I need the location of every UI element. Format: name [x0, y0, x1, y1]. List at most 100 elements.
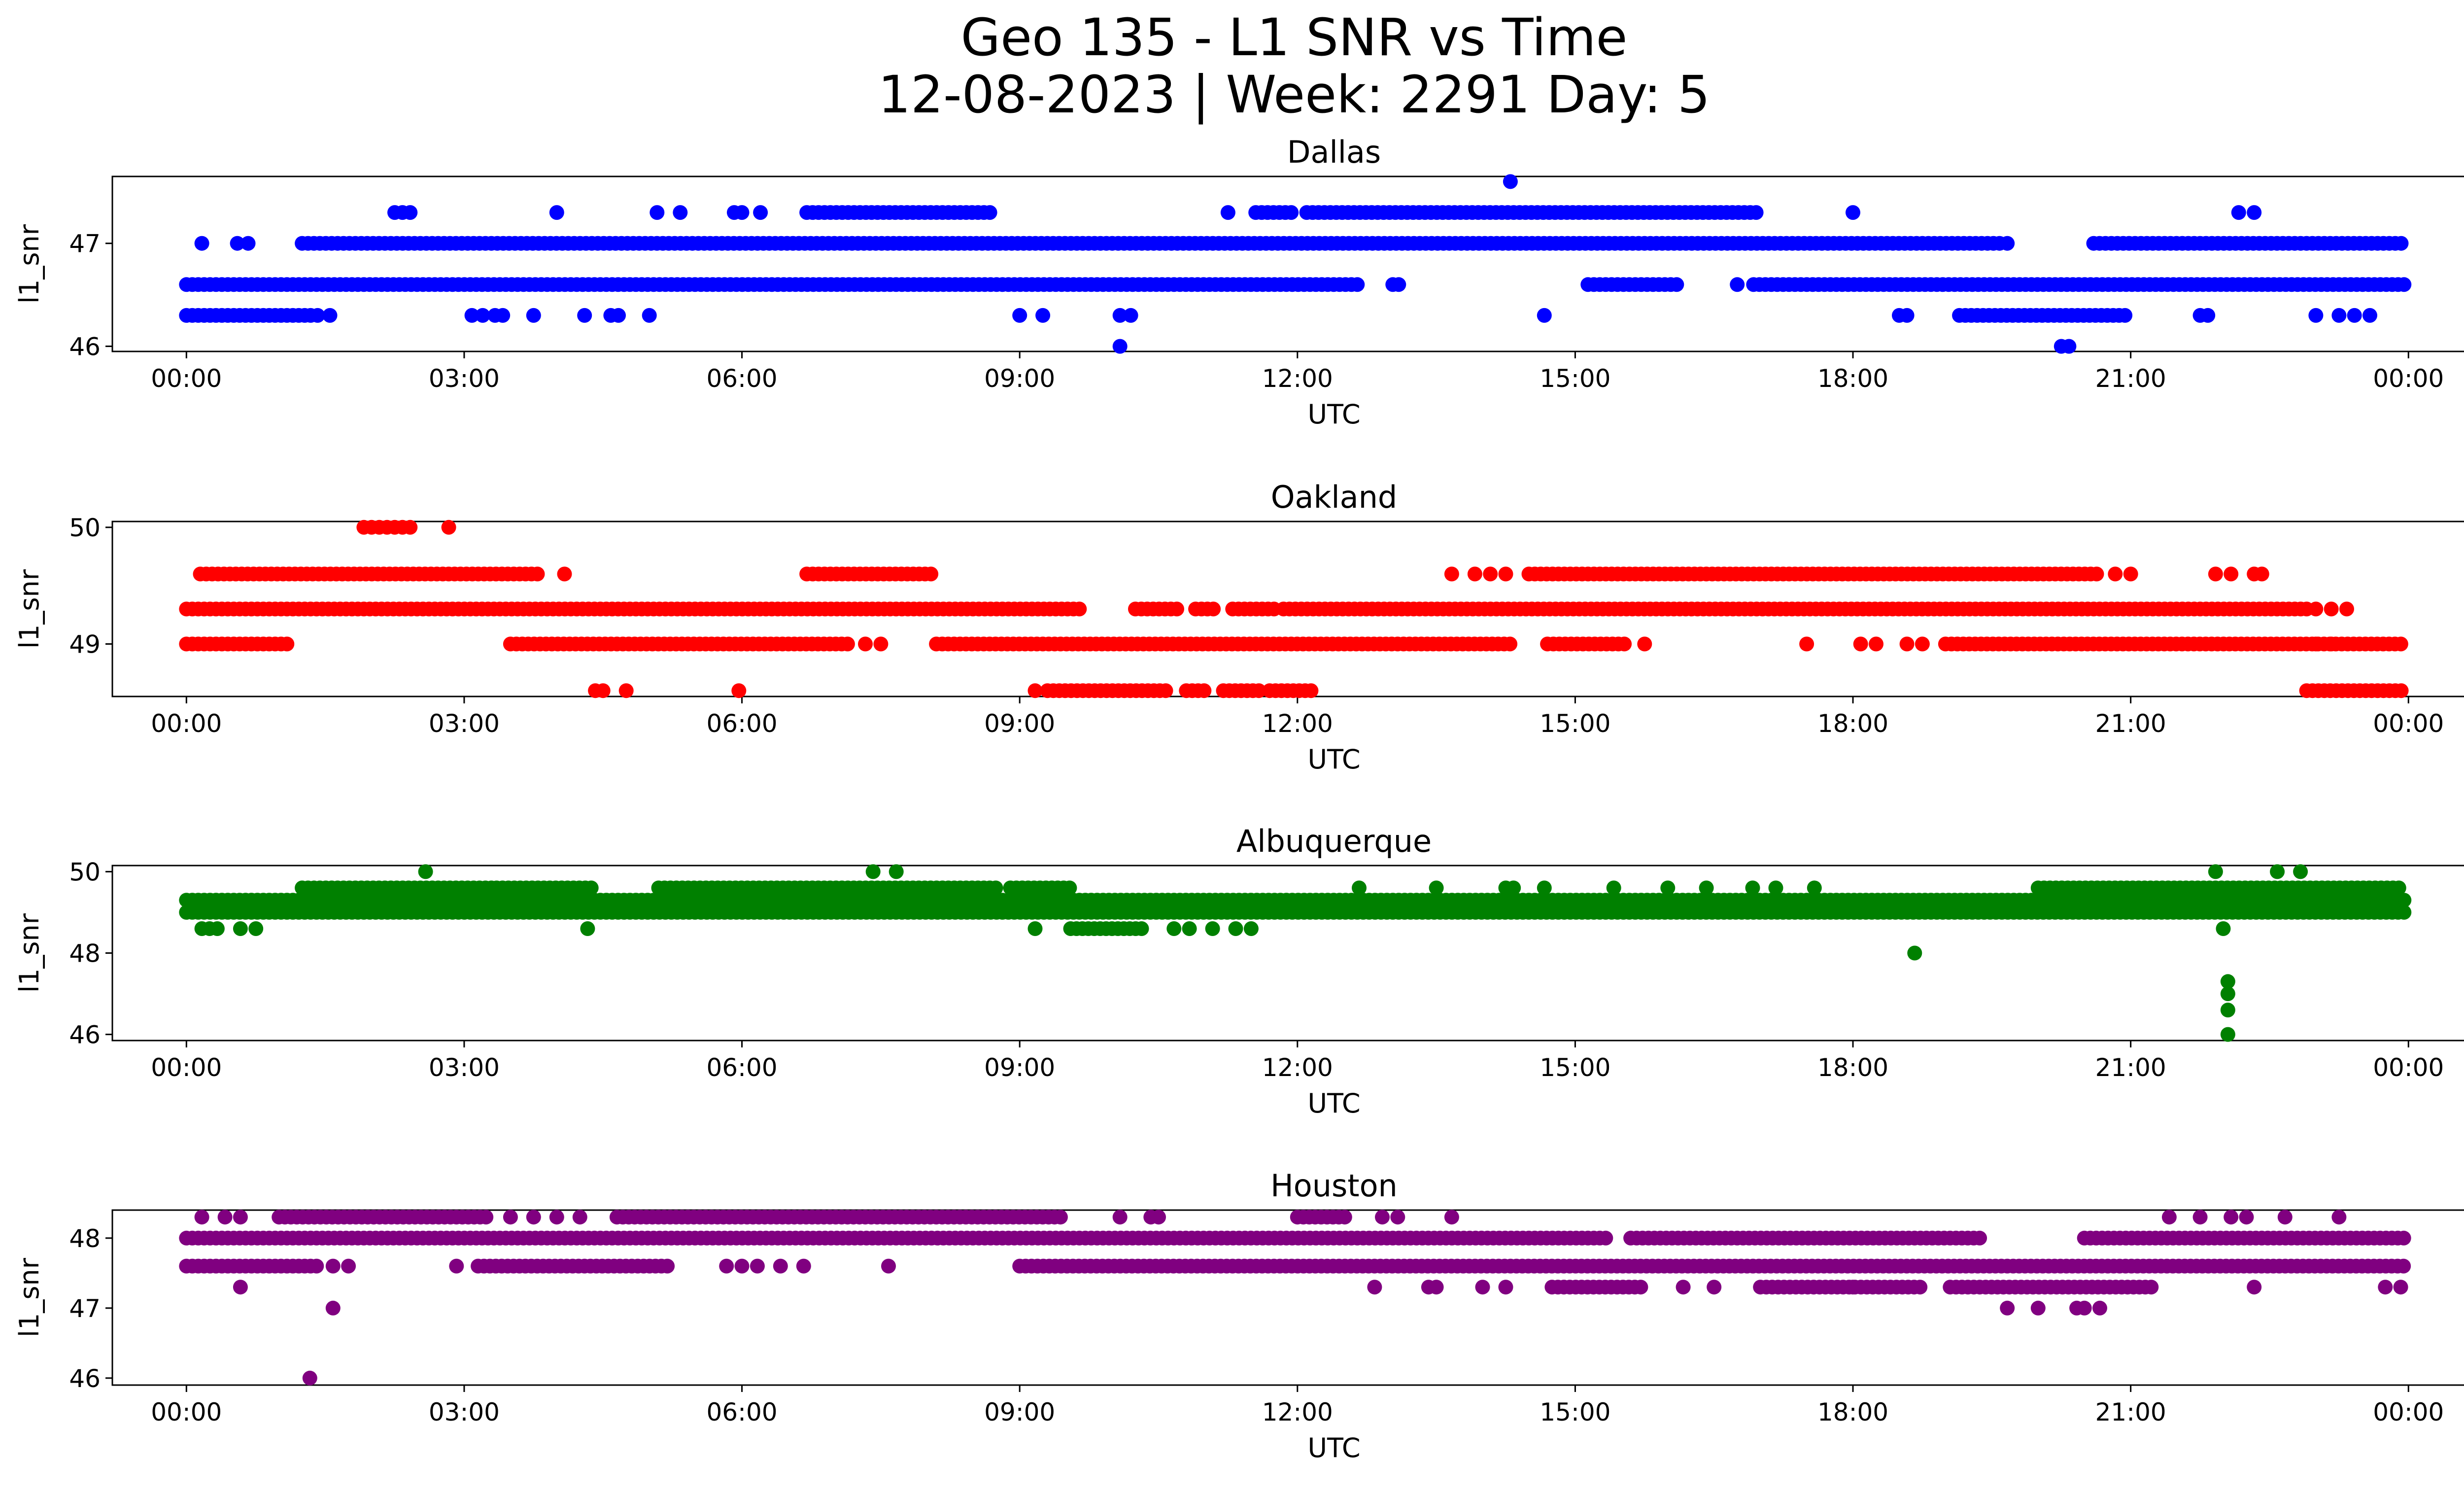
- x-tick-label: 12:00: [1262, 1398, 1333, 1426]
- data-point: [1284, 205, 1299, 220]
- data-point: [1429, 1280, 1444, 1295]
- x-tick-label: 12:00: [1262, 364, 1333, 393]
- data-point: [2123, 566, 2138, 582]
- data-point: [1633, 1280, 1648, 1295]
- data-point: [1027, 683, 1043, 698]
- data-point: [503, 1210, 518, 1225]
- y-tick-label: 50: [69, 858, 101, 886]
- data-point: [2061, 339, 2077, 354]
- data-point: [248, 921, 264, 936]
- x-tick-label: 21:00: [2095, 1053, 2166, 1082]
- data-point: [310, 308, 325, 323]
- data-point: [1072, 601, 1087, 617]
- data-point: [1598, 1230, 1613, 1246]
- x-tick-label: 00:00: [151, 1398, 222, 1426]
- data-point: [441, 520, 456, 535]
- data-point: [2092, 1300, 2107, 1316]
- data-point: [2231, 205, 2246, 220]
- data-point: [734, 205, 750, 220]
- data-point: [1913, 1280, 1928, 1295]
- data-point: [1807, 880, 1822, 896]
- data-point: [1391, 277, 1406, 292]
- data-point: [233, 921, 248, 936]
- subplot-title: Dallas: [1287, 134, 1381, 170]
- data-point: [279, 636, 295, 652]
- data-point: [611, 308, 626, 323]
- data-point: [2239, 1210, 2254, 1225]
- data-point: [2308, 636, 2324, 652]
- data-point: [1617, 636, 1632, 652]
- y-axis-label: l1_snr: [14, 1257, 45, 1337]
- x-tick-label: 00:00: [2373, 1398, 2444, 1426]
- x-tick-label: 18:00: [1817, 709, 1888, 738]
- data-point: [642, 308, 657, 323]
- data-point: [403, 205, 418, 220]
- x-tick-label: 15:00: [1540, 1398, 1610, 1426]
- data-point: [1027, 921, 1043, 936]
- data-point: [475, 308, 490, 323]
- data-point: [2324, 636, 2339, 652]
- data-point: [1853, 636, 1868, 652]
- x-tick-label: 03:00: [429, 709, 500, 738]
- data-point: [2339, 601, 2354, 617]
- data-point: [2200, 308, 2216, 323]
- data-point: [1637, 636, 1652, 652]
- data-point: [2192, 1210, 2208, 1225]
- data-point: [1444, 1210, 1459, 1225]
- data-point: [1707, 1280, 1722, 1295]
- data-point: [495, 308, 511, 323]
- x-tick-label: 21:00: [2095, 1398, 2166, 1426]
- data-point: [1012, 308, 1027, 323]
- data-point: [1151, 1210, 1166, 1225]
- x-tick-label: 18:00: [1817, 1398, 1888, 1426]
- data-point: [1606, 880, 1621, 896]
- data-point: [403, 520, 418, 535]
- data-point: [1483, 566, 1498, 582]
- data-point: [865, 864, 881, 879]
- data-point: [1134, 921, 1149, 936]
- data-point: [1390, 1210, 1405, 1225]
- data-point: [341, 1258, 356, 1274]
- data-point: [233, 1280, 248, 1295]
- data-point: [924, 566, 939, 582]
- data-point: [2396, 1258, 2411, 1274]
- data-point: [2208, 864, 2223, 879]
- data-point: [673, 205, 688, 220]
- data-point: [526, 1210, 541, 1225]
- x-axis-label: UTC: [1307, 1432, 1360, 1463]
- data-point: [1197, 683, 1212, 698]
- data-point: [1915, 636, 1930, 652]
- data-point: [873, 636, 889, 652]
- data-point: [2077, 1300, 2092, 1316]
- x-axis-label: UTC: [1307, 399, 1360, 430]
- y-tick-label: 46: [69, 1021, 101, 1049]
- data-point: [1429, 880, 1444, 896]
- series-markers-oakland: [179, 520, 2409, 698]
- data-point: [2378, 1280, 2393, 1295]
- subplot-title: Oakland: [1271, 479, 1398, 515]
- x-tick-label: 12:00: [1262, 1053, 1333, 1082]
- y-tick-label: 50: [69, 514, 101, 542]
- data-point: [1062, 880, 1077, 896]
- subplot-oakland: Oakland 00:00 03:00 06:00 09:00 12:00 15:00 18:…: [14, 479, 2464, 775]
- data-point: [209, 921, 225, 936]
- data-point: [194, 236, 209, 251]
- x-tick-label: 21:00: [2095, 709, 2166, 738]
- data-point: [302, 1370, 317, 1386]
- data-point: [773, 1258, 788, 1274]
- data-point: [1205, 921, 1220, 936]
- data-point: [2118, 308, 2133, 323]
- data-point: [2277, 1210, 2293, 1225]
- data-point: [1182, 921, 1197, 936]
- data-point: [618, 683, 634, 698]
- data-point: [2208, 566, 2223, 582]
- subplot-albuquerque: Albuquerque 00:00 03:00 06:00 09:00 12:00 15:0…: [14, 823, 2464, 1119]
- data-point: [734, 1258, 750, 1274]
- data-point: [2254, 566, 2269, 582]
- data-point: [2396, 904, 2412, 920]
- data-point: [418, 864, 433, 879]
- data-point: [1907, 945, 1922, 961]
- data-point: [1375, 1210, 1390, 1225]
- x-tick-label: 06:00: [706, 364, 777, 393]
- data-point: [982, 205, 997, 220]
